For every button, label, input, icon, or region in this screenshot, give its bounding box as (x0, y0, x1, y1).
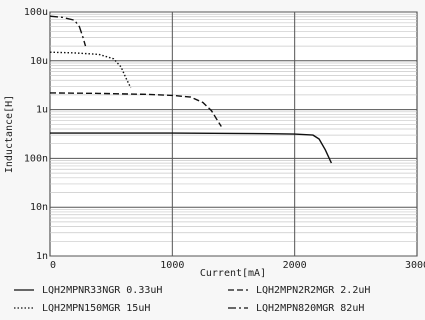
y-tick-label: 100u (24, 7, 48, 18)
x-tick-label: 2000 (283, 260, 307, 271)
y-tick-label: 10u (30, 56, 48, 67)
grid-lines (50, 11, 417, 257)
series-line (50, 132, 333, 164)
series-line (49, 92, 222, 127)
y-tick-label: 1n (36, 251, 48, 262)
x-tick-label: 0 (50, 260, 56, 271)
y-axis-label: Inductance[H] (4, 95, 15, 173)
y-tick-label: 1u (36, 105, 48, 116)
legend-label: LQH2MPN2R2MGR 2.2uH (256, 285, 370, 296)
legend-label: LQH2MPN820MGR 82uH (256, 303, 364, 314)
tick-labels: 100u 10u 1u 100n 10n 1n0 1000 2000 3000 (24, 7, 425, 271)
legend-label: LQH2MPN150MGR 15uH (42, 303, 150, 314)
legend-label: LQH2MPNR33NGR 0.33uH (42, 285, 162, 296)
x-axis-label: Current[mA] (200, 268, 266, 279)
x-tick-label: 1000 (160, 260, 184, 271)
series-line (49, 15, 87, 47)
x-tick-label: 3000 (405, 260, 425, 271)
series-lines (49, 15, 333, 164)
y-tick-label: 10n (30, 202, 48, 213)
y-tick-label: 100n (24, 153, 48, 164)
legend: LQH2MPNR33NGR 0.33uH LQH2MPN2R2MGR 2.2uH L… (14, 285, 370, 314)
series-line (49, 51, 132, 89)
